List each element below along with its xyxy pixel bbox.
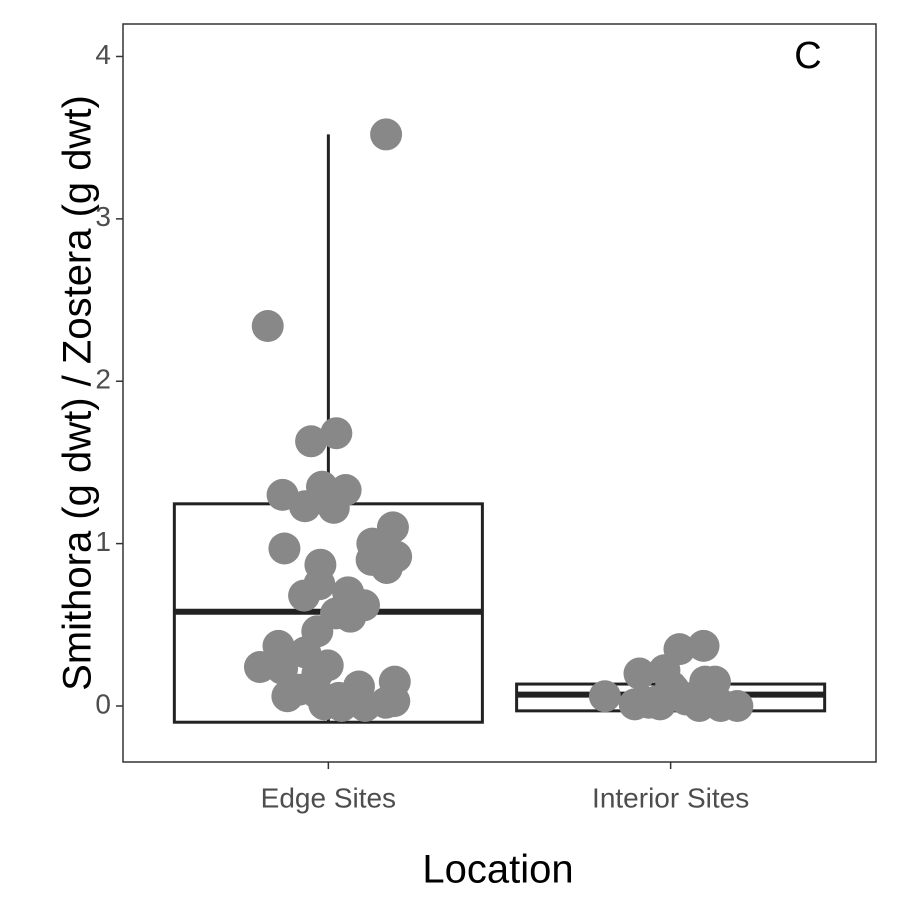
data-point <box>623 657 656 690</box>
data-point <box>288 579 321 612</box>
data-point <box>317 491 350 524</box>
data-point <box>320 417 353 450</box>
x-axis-title: Location <box>422 848 573 892</box>
panel-annotation: C <box>794 35 821 77</box>
data-point <box>251 310 284 343</box>
data-point <box>644 688 677 721</box>
data-point <box>704 689 737 722</box>
y-tick-label: 4 <box>95 39 111 70</box>
data-point <box>271 680 304 713</box>
y-axis-title: Smithora (g dwt) / Zostera (g dwt) <box>56 95 100 691</box>
y-tick-label: 2 <box>95 364 111 395</box>
data-point <box>268 532 301 565</box>
data-point <box>325 689 358 722</box>
data-point <box>370 551 403 584</box>
data-point <box>618 688 651 721</box>
data-point <box>288 490 321 523</box>
y-tick-label: 0 <box>95 688 111 719</box>
x-tick-label: Edge Sites <box>261 782 396 813</box>
data-point <box>295 425 328 458</box>
data-point <box>349 689 382 722</box>
data-point <box>370 118 403 151</box>
data-point <box>588 680 621 713</box>
y-tick-label: 3 <box>95 201 111 232</box>
y-tick-label: 1 <box>95 526 111 557</box>
data-point <box>687 629 720 662</box>
data-point <box>334 600 367 633</box>
panel-border <box>122 23 877 763</box>
x-tick-label: Interior Sites <box>592 782 749 813</box>
